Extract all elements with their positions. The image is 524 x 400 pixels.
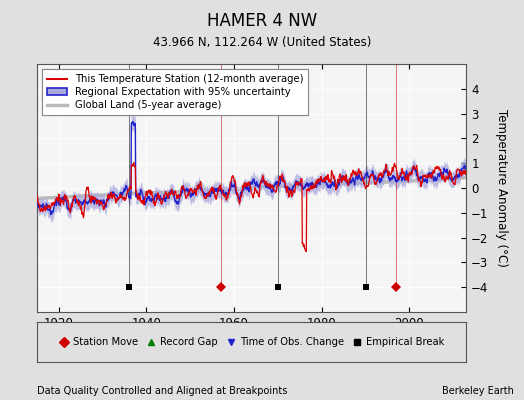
Text: Berkeley Earth: Berkeley Earth: [442, 386, 514, 396]
Text: 43.966 N, 112.264 W (United States): 43.966 N, 112.264 W (United States): [153, 36, 371, 49]
Y-axis label: Temperature Anomaly (°C): Temperature Anomaly (°C): [495, 109, 508, 267]
Legend: This Temperature Station (12-month average), Regional Expectation with 95% uncer: This Temperature Station (12-month avera…: [42, 69, 308, 115]
Text: HAMER 4 NW: HAMER 4 NW: [207, 12, 317, 30]
Text: Data Quality Controlled and Aligned at Breakpoints: Data Quality Controlled and Aligned at B…: [37, 386, 287, 396]
Legend: Station Move, Record Gap, Time of Obs. Change, Empirical Break: Station Move, Record Gap, Time of Obs. C…: [56, 334, 447, 350]
